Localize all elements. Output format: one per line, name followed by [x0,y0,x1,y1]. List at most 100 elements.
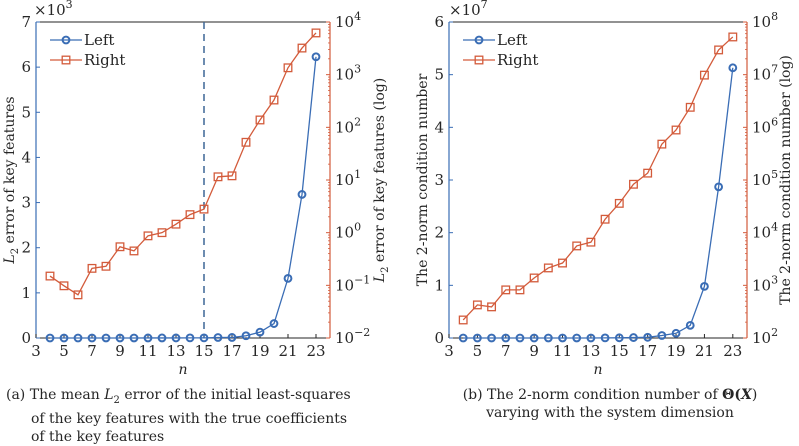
marker-right [199,204,209,214]
y-left-tick-label: 2 [21,239,31,257]
marker-right [311,28,321,38]
y-right-tick-label: 103 [335,63,361,84]
marker-right [728,32,738,42]
x-tick-label: 17 [222,342,241,360]
marker-left [657,331,667,340]
marker-left [213,333,223,342]
x-tick-label: 13 [166,342,185,360]
marker-right [157,228,167,238]
x-tick-label: 9 [529,342,539,360]
y-left-tick-label: 2 [434,224,444,242]
y-left-tick-label: 3 [434,171,444,189]
marker-right [529,273,539,283]
legend-label-left: Left [497,31,527,49]
legend-label-left: Left [84,31,114,49]
marker-right [671,125,681,135]
marker-left [629,333,638,342]
marker-right [699,70,709,80]
caption-a-sub: 2 [113,394,120,406]
y-right-tick-label: 104 [752,221,778,242]
marker-right [171,219,181,229]
x-tick-label: 7 [87,342,97,360]
caption-a-L: L [104,387,114,403]
legend: Left Right [463,31,538,69]
marker-right [241,137,251,147]
marker-left [728,63,738,73]
caption-a-line2: of the key features with the true coeffi… [31,410,348,427]
y-right-title: L2 error of key features (log) [372,78,391,283]
marker-left [227,333,237,342]
marker-left [171,333,181,343]
x-tick-label: 21 [695,342,714,360]
caption-a-line1-pre: The mean [29,387,105,403]
marker-left [614,333,624,343]
marker-left [269,319,279,328]
marker-left [311,52,321,62]
marker-right [558,258,567,268]
marker-right [283,63,293,73]
x-tick-label: 21 [278,342,297,360]
marker-left [45,333,55,343]
y-right-tick-label: 10−2 [335,326,370,347]
chart-a: 3 5 7 9 11 13 15 17 19 21 23n01234567×10310−210−11… [2,0,391,378]
marker-left [458,333,468,343]
marker-right [73,290,83,300]
y-right-tick-label: 103 [752,273,778,294]
marker-right [59,281,69,291]
marker-left [572,333,582,343]
y-right-tick-label: 10−1 [335,273,370,294]
y-right-tick-label: 100 [335,221,361,242]
y-right-tick-label: 104 [335,10,361,31]
marker-left [501,333,511,343]
marker-right [629,179,638,189]
caption-b-line2: varying with the system dimension [486,405,734,421]
x-tick-label: 15 [194,342,213,360]
marker-left [199,333,209,343]
x-tick-label: 23 [306,342,325,360]
chart-b: 3 5 7 9 11 13 15 17 19 21 23n0123456×1071021031041… [415,0,794,378]
marker-left [255,327,265,337]
series-line-left [463,67,734,339]
legend-marker-circle [61,35,71,45]
marker-left [101,333,111,343]
legend-marker-square [474,55,484,65]
y-right-tick-label: 102 [752,326,778,347]
y-left-tick-label: 0 [21,329,31,347]
x-tick-label: 3 [444,342,454,360]
y-left-multiplier: ×107 [449,0,488,19]
series-line-right [49,32,317,296]
x-tick-label: 19 [250,342,269,360]
marker-left [487,333,496,343]
caption-b-line1-pre: The 2-norm condition number of [487,387,723,403]
y-left-tick-label: 5 [21,103,31,121]
x-tick-label: 5 [59,342,69,360]
y-left-tick-label: 0 [434,329,444,347]
marker-right [643,168,653,178]
y-right-tick-label: 105 [752,168,778,189]
marker-right [685,102,695,112]
y-right-tick-label: 107 [752,63,778,84]
x-tick-label: 11 [553,342,572,360]
marker-left [157,333,167,343]
y-left-tick-label: 6 [21,58,31,76]
y-right-tick-label: 102 [335,115,361,136]
marker-right [255,115,265,125]
marker-left [297,190,307,199]
marker-left [472,333,482,343]
marker-right [185,210,195,220]
caption-a: (a) The mean L2 error of the initial lea… [6,386,396,446]
marker-right [515,285,525,295]
x-tick-label: 17 [638,342,657,360]
marker-left [129,333,139,343]
marker-left [185,333,195,343]
marker-right [472,300,482,310]
y-right-title: The 2-norm condition number (log) [778,55,794,305]
x-tick-label: 13 [581,342,600,360]
marker-right [101,261,111,271]
x-tick-label: 5 [473,342,483,360]
y-left-tick-label: 3 [21,194,31,212]
marker-left [643,332,653,342]
caption-a-line3: of the key features [31,428,165,445]
legend-label-right: Right [84,51,125,69]
